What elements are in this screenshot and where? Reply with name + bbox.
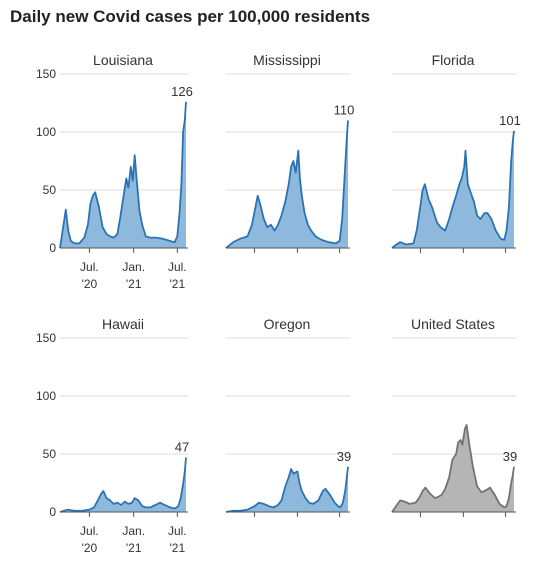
x-tick-label: Jul. xyxy=(80,260,99,274)
x-tick-label: '21 xyxy=(126,541,142,555)
x-tick-label: Jul. xyxy=(168,524,187,538)
panel-title: Hawaii xyxy=(102,316,144,332)
series-area xyxy=(60,101,186,248)
series-line xyxy=(225,120,349,249)
x-tick-label: '20 xyxy=(82,277,98,291)
panel-title: Oregon xyxy=(264,316,311,332)
end-value-label: 126 xyxy=(171,84,193,99)
x-tick-label: '21 xyxy=(170,277,186,291)
x-tick-label: Jan. xyxy=(122,260,145,274)
end-value-label: 39 xyxy=(503,449,517,464)
y-tick-label: 150 xyxy=(36,331,56,345)
end-value-label: 39 xyxy=(337,449,351,464)
x-tick-label: Jul. xyxy=(80,524,99,538)
series-line xyxy=(59,101,187,249)
end-value-label: 47 xyxy=(175,439,189,454)
x-tick-label: '21 xyxy=(126,277,142,291)
x-tick-label: '20 xyxy=(82,541,98,555)
series-line xyxy=(391,424,515,513)
panel-title: Louisiana xyxy=(93,52,153,68)
series-area xyxy=(392,130,514,248)
y-tick-label: 150 xyxy=(36,67,56,81)
series-line xyxy=(225,466,349,513)
panel-title: United States xyxy=(411,316,495,332)
y-tick-label: 50 xyxy=(43,183,57,197)
series-area xyxy=(226,466,348,512)
chart-title: Daily new Covid cases per 100,000 reside… xyxy=(10,7,371,26)
x-tick-label: '21 xyxy=(170,541,186,555)
series-area xyxy=(392,425,514,512)
end-value-label: 110 xyxy=(334,102,355,117)
y-tick-label: 100 xyxy=(36,389,56,403)
y-tick-label: 0 xyxy=(49,241,56,255)
y-tick-label: 0 xyxy=(49,505,56,519)
y-tick-label: 100 xyxy=(36,125,56,139)
x-tick-label: Jul. xyxy=(168,260,187,274)
series-line xyxy=(59,457,187,513)
y-tick-label: 50 xyxy=(43,447,57,461)
panel-title: Florida xyxy=(432,52,475,68)
series-area xyxy=(226,120,348,248)
x-tick-label: Jan. xyxy=(122,524,145,538)
panel-title: Mississippi xyxy=(253,52,321,68)
series-line xyxy=(391,130,515,249)
end-value-label: 101 xyxy=(499,113,521,128)
